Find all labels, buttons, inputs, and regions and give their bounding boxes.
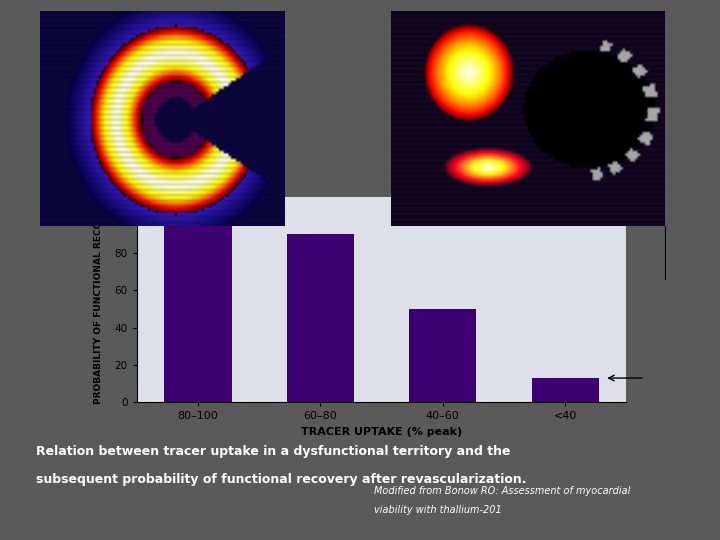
Bar	[409, 309, 477, 402]
Bar	[164, 216, 232, 402]
Text: subsequent probability of functional recovery after revascularization.: subsequent probability of functional rec…	[36, 472, 526, 485]
Text: Modified from Bonow RO: Assessment of myocardial: Modified from Bonow RO: Assessment of my…	[374, 486, 631, 496]
Y-axis label: PROBABILITY OF FUNCTIONAL RECOVERY: PROBABILITY OF FUNCTIONAL RECOVERY	[94, 195, 102, 404]
Bar	[531, 378, 599, 402]
X-axis label: TRACER UPTAKE (% peak): TRACER UPTAKE (% peak)	[301, 427, 462, 437]
Text: viability with thallium-201: viability with thallium-201	[374, 505, 502, 515]
Bar	[287, 234, 354, 402]
Text: Relation between tracer uptake in a dysfunctional territory and the: Relation between tracer uptake in a dysf…	[36, 446, 510, 458]
